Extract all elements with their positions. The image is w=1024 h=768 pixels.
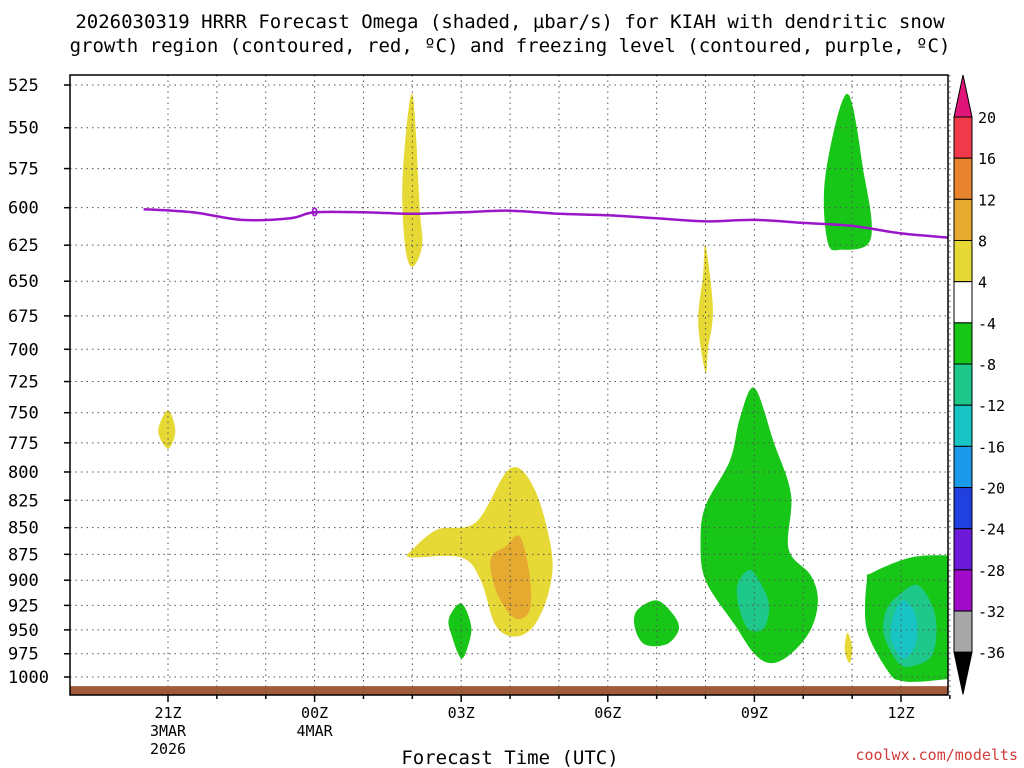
freezing-level-label: 0 [311, 205, 318, 219]
colorbar-top-arrow [953, 74, 973, 118]
y-tick-label-975: 975 [8, 645, 39, 665]
colorbar-bin-2 [953, 157, 973, 200]
y-tick-label-625: 625 [8, 236, 39, 256]
colorbar-label-2: 16 [978, 150, 996, 168]
freezing-level-line [143, 207, 948, 239]
y-tick-label-750: 750 [8, 404, 39, 424]
omega-region-5 [844, 632, 853, 664]
colorbar-bin-10 [953, 487, 973, 530]
colorbar-label-1: 20 [978, 109, 996, 127]
x-tick-label--3-line-1: 21Z [154, 704, 181, 722]
y-tick-label-925: 925 [8, 596, 39, 616]
x-tick-label-6-line-1: 06Z [594, 704, 621, 722]
x-tick-label--3-line-2: 3MAR [150, 722, 187, 740]
colorbar-label-12: -28 [978, 562, 1005, 580]
colorbar-label-8: -12 [978, 397, 1005, 415]
credit-text: coolwx.com/modelts [855, 746, 1018, 764]
omega-region-8 [700, 387, 818, 664]
x-tick-label-0-line-2: 4MAR [297, 722, 334, 740]
x-tick-label-0-line-1: 00Z [301, 704, 328, 722]
omega-region-14 [890, 600, 918, 659]
omega-region-9 [633, 600, 680, 647]
colorbar-label-14: -36 [978, 644, 1005, 662]
freezing-level-layer: 0 [143, 205, 948, 239]
y-tick-label-875: 875 [8, 545, 39, 565]
colorbar-label-9: -16 [978, 438, 1005, 456]
colorbar-label-7: -8 [978, 356, 996, 374]
y-tick-label-525: 525 [8, 76, 39, 96]
omega-region-12 [736, 569, 770, 632]
y-tick-label-775: 775 [8, 434, 39, 454]
y-tick-label-1000: 1000 [8, 668, 49, 688]
colorbar-bin-3 [953, 198, 973, 242]
omega-region-3 [158, 410, 176, 449]
colorbar-label-3: 12 [978, 191, 996, 209]
y-tick-label-725: 725 [8, 373, 39, 393]
x-axis-label: Forecast Time (UTC) [401, 747, 618, 768]
y-tick-label-675: 675 [8, 307, 39, 327]
chart-title-line-2: growth region (contoured, red, ºC) and f… [70, 35, 951, 57]
y-tick-label-800: 800 [8, 463, 39, 483]
y-tick-label-650: 650 [8, 272, 39, 292]
colorbar-bin-12 [953, 569, 973, 612]
omega-region-7 [823, 93, 872, 251]
colorbar-label-10: -20 [978, 480, 1005, 498]
x-tick-label-3-line-1: 03Z [448, 704, 475, 722]
omega-region-11 [448, 603, 472, 659]
y-axis: 525 550 575 600 625 650 675 700 725 750 775 800 825 8… [8, 76, 70, 688]
colorbar-label-13: -32 [978, 603, 1005, 621]
terrain-band [70, 686, 948, 695]
y-tick-label-700: 700 [8, 340, 39, 360]
y-tick-label-825: 825 [8, 491, 39, 511]
colorbar-bin-8 [953, 404, 973, 447]
colorbar-bin-4 [953, 240, 973, 283]
x-tick-label-9-line-1: 09Z [741, 704, 768, 722]
colorbar: 20 16 12 8 4 -4 -8 -12 -16 -20 -24 -28 -32 -36 [953, 74, 1005, 695]
x-tick-label--3-line-3: 2026 [150, 740, 186, 758]
colorbar-bin-5 [953, 281, 973, 324]
grid-layer [70, 75, 951, 695]
terrain-layer [70, 686, 948, 695]
y-tick-label-850: 850 [8, 519, 39, 539]
omega-region-2 [698, 244, 713, 374]
colorbar-label-4: 8 [978, 233, 987, 251]
plot-frame [69, 74, 949, 696]
y-tick-label-550: 550 [8, 119, 39, 139]
y-tick-label-600: 600 [8, 199, 39, 219]
y-tick-label-900: 900 [8, 571, 39, 591]
colorbar-label-6: -4 [978, 315, 996, 333]
omega-shading-layer [158, 93, 948, 682]
colorbar-bin-6 [953, 322, 973, 365]
colorbar-bin-13 [953, 610, 973, 653]
y-tick-label-950: 950 [8, 621, 39, 641]
colorbar-bin-7 [953, 363, 973, 406]
plot-area: 0 [69, 74, 951, 696]
x-tick-label-12-line-1: 12Z [887, 704, 914, 722]
chart-title-line-1: 2026030319 HRRR Forecast Omega (shaded, … [75, 11, 945, 33]
colorbar-bin-1 [953, 116, 973, 159]
y-tick-label-575: 575 [8, 160, 39, 180]
colorbar-label-11: -24 [978, 521, 1005, 539]
colorbar-bin-11 [953, 528, 973, 571]
omega-region-6 [490, 535, 532, 620]
colorbar-bin-9 [953, 445, 973, 489]
colorbar-bottom-arrow [953, 651, 973, 695]
colorbar-label-5: 4 [978, 274, 987, 292]
